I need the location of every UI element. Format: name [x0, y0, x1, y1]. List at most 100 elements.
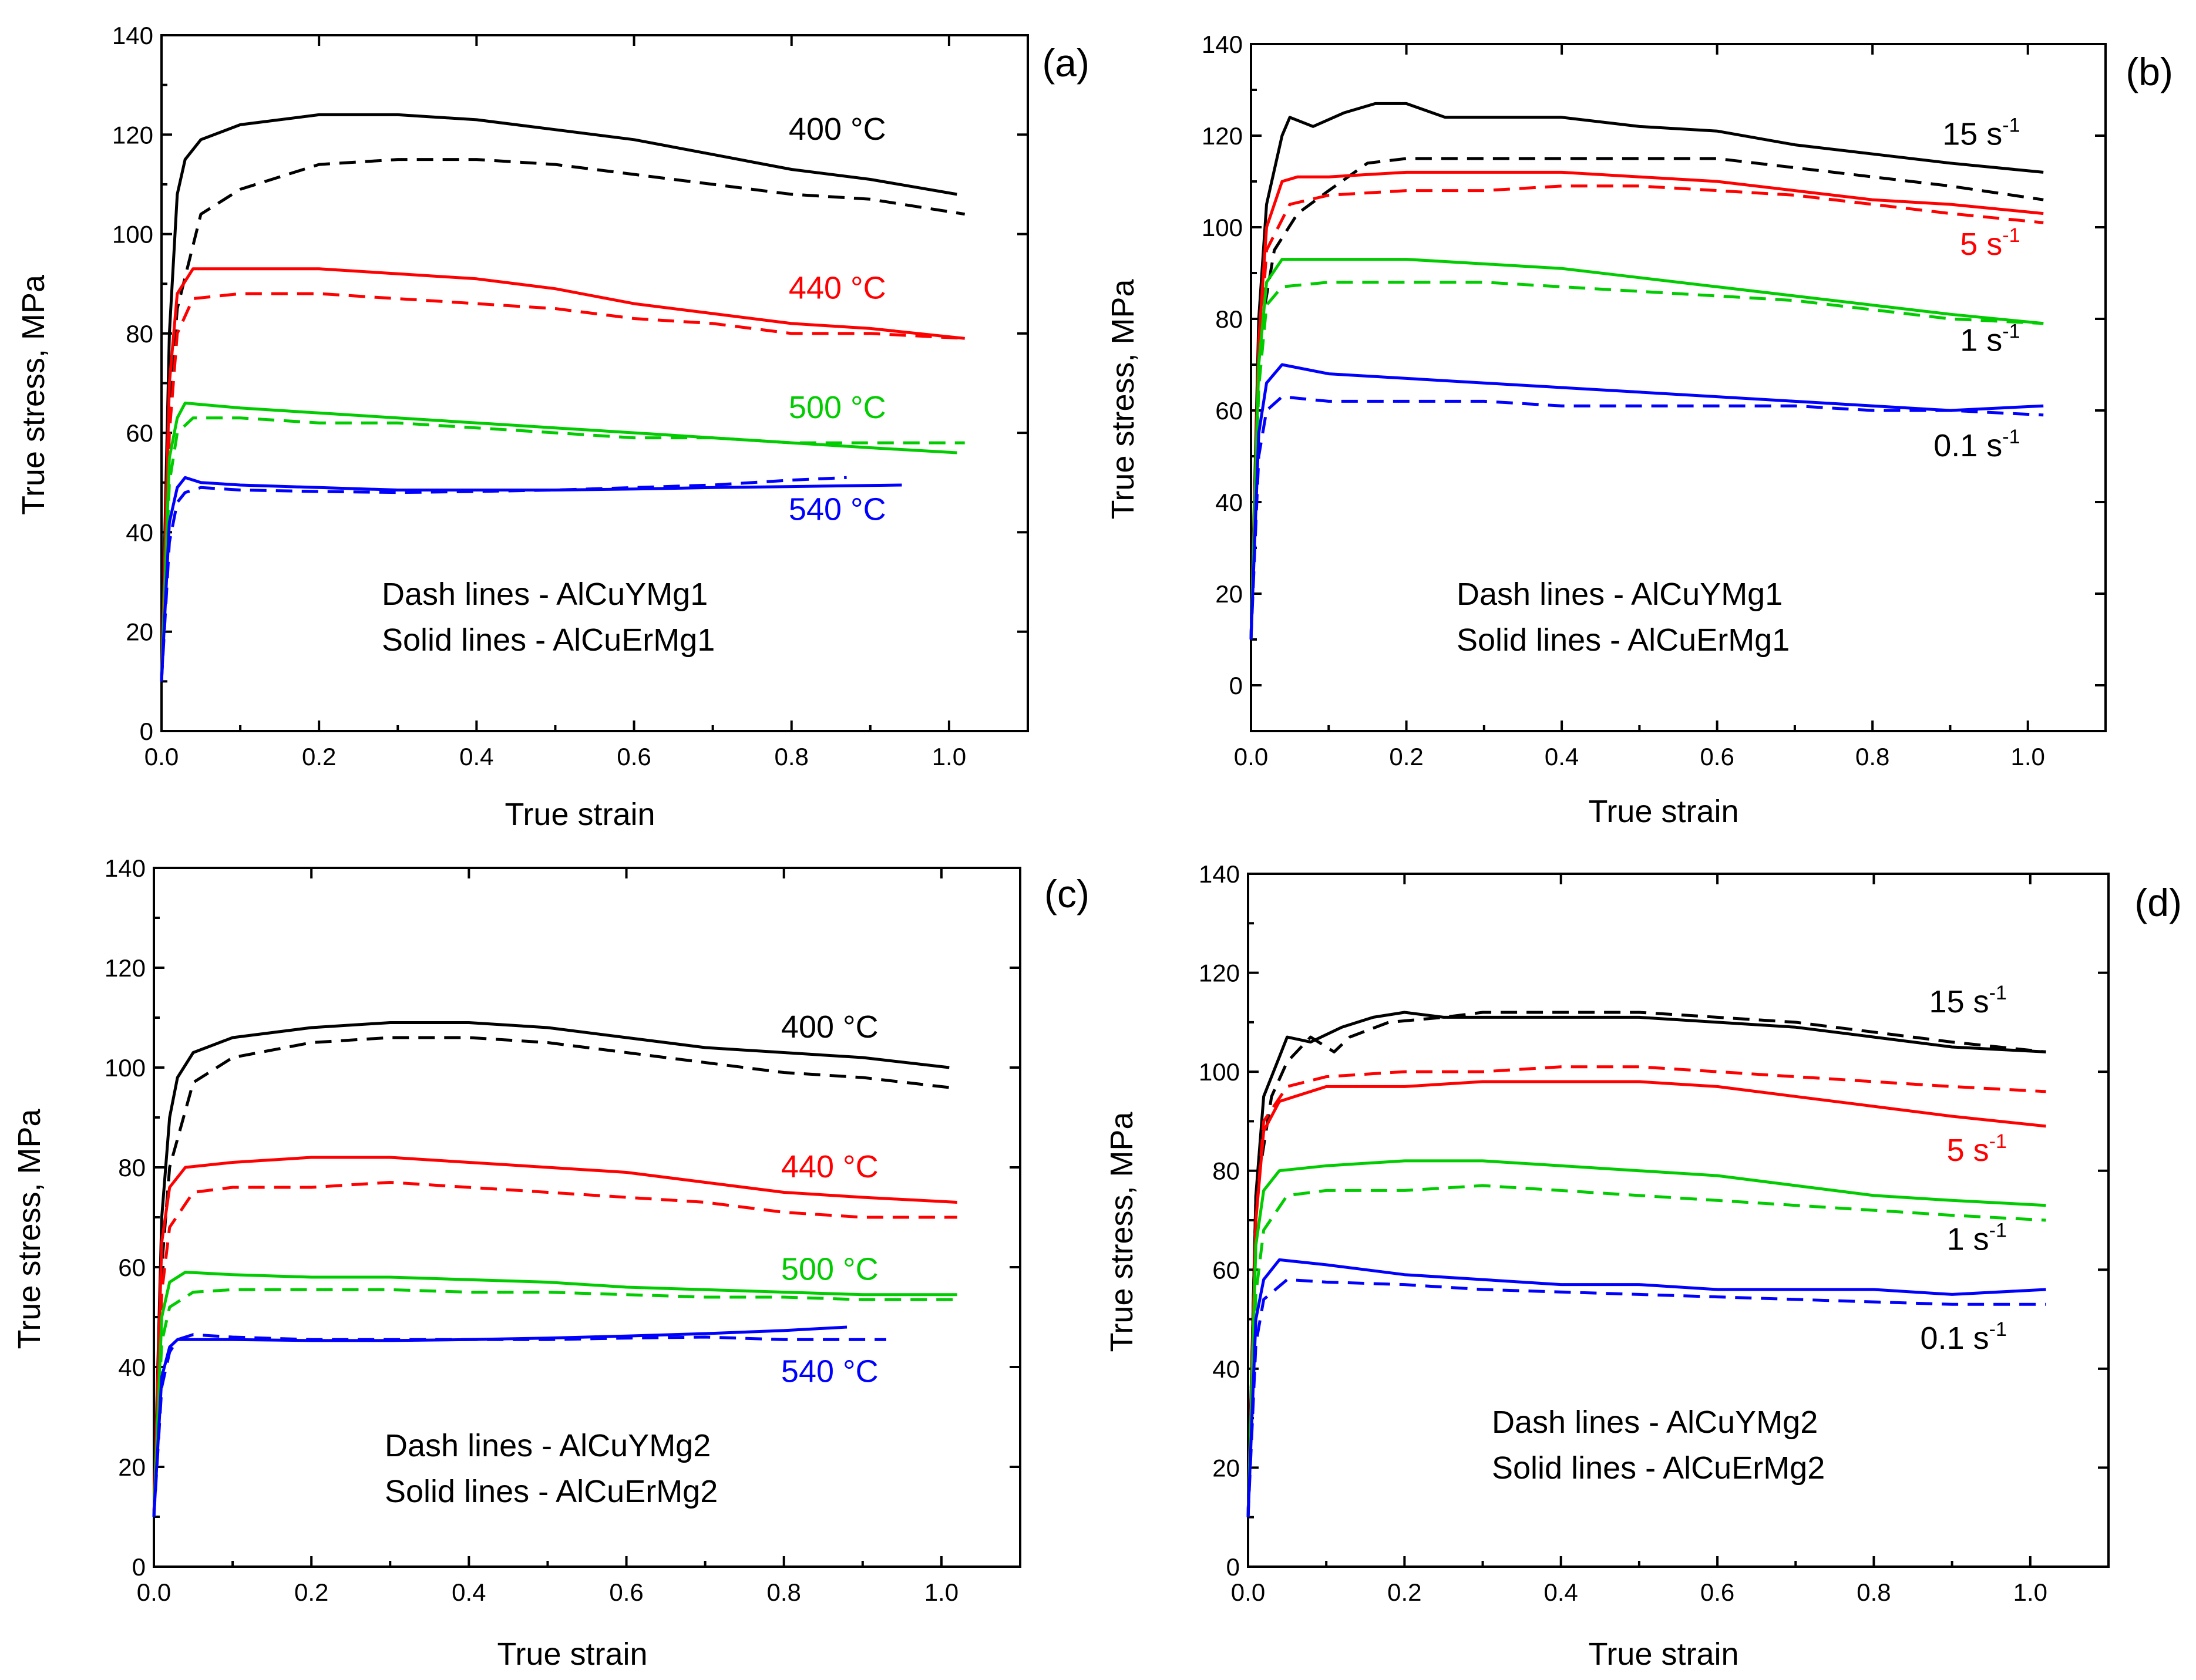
- panel-c: 0.0 0.2 0.4 0.6 0.8 1.0 0 20 40 60 80 100 120 140 True…: [12, 854, 1089, 1672]
- x-tick-label: 0.6: [1700, 1578, 1734, 1606]
- y-tick-label: 100: [1199, 1058, 1240, 1086]
- y-tick-label: 80: [1212, 1157, 1240, 1185]
- series-line: [1249, 102, 2044, 640]
- x-tick-label: 0.2: [1387, 1578, 1421, 1606]
- y-axis-title: True stress, MPa: [16, 274, 51, 515]
- series-label: 500 °C: [789, 390, 886, 425]
- x-tick-label: 0.8: [1855, 743, 1889, 770]
- legend-note: Solid lines - AlCuErMg2: [385, 1474, 718, 1509]
- series-line: [1246, 1065, 2046, 1517]
- y-tick-label: 60: [126, 419, 153, 447]
- x-tick-label: 0.8: [1857, 1578, 1891, 1606]
- y-tick-label: 40: [118, 1354, 146, 1381]
- legend-note: Dash lines - AlCuYMg2: [385, 1428, 711, 1463]
- y-tick-label: 120: [1202, 122, 1243, 150]
- y-tick-label: 80: [118, 1154, 146, 1181]
- series-label: 1 s-1: [1960, 321, 2020, 358]
- series-line: [152, 1181, 957, 1517]
- y-tick-label: 100: [1202, 214, 1243, 241]
- series-label: 500 °C: [781, 1251, 879, 1287]
- y-tick-label: 40: [126, 519, 153, 546]
- x-tick-label: 0.4: [1544, 1578, 1578, 1606]
- y-tick-label: 140: [105, 854, 146, 882]
- y-tick-label: 0: [132, 1553, 146, 1581]
- series-line: [1246, 1011, 2046, 1517]
- y-tick-label: 140: [1202, 31, 1243, 58]
- series-line: [1246, 1184, 2046, 1517]
- series-line: [160, 113, 957, 682]
- x-tick-label: 0.4: [452, 1578, 486, 1606]
- series-line: [1249, 170, 2044, 640]
- series-line: [1249, 157, 2044, 640]
- x-tick-label: 0.0: [1234, 743, 1268, 770]
- series-line: [160, 267, 965, 682]
- series-line: [152, 1333, 886, 1517]
- x-tick-label: 1.0: [2011, 743, 2045, 770]
- y-tick-label: 100: [105, 1054, 146, 1082]
- series-line: [152, 1271, 957, 1517]
- y-tick-label: 20: [126, 618, 153, 646]
- y-tick-label: 60: [1212, 1256, 1240, 1284]
- series-line: [152, 1036, 950, 1517]
- series-label: 0.1 s-1: [1933, 426, 2020, 463]
- series-label: 15 s-1: [1942, 115, 2020, 152]
- series-line: [152, 1288, 957, 1517]
- series-label: 440 °C: [789, 271, 886, 306]
- x-tick-label: 0.0: [1231, 1578, 1265, 1606]
- y-axis-title: True stress, MPa: [1104, 1111, 1139, 1352]
- y-tick-label: 60: [118, 1254, 146, 1281]
- series-line: [1249, 395, 2044, 640]
- y-axis-title: True stress, MPa: [12, 1108, 47, 1349]
- y-tick-label: 40: [1212, 1355, 1240, 1383]
- series-line: [160, 416, 965, 682]
- series-line: [160, 158, 966, 682]
- series-label: 400 °C: [781, 1009, 879, 1045]
- x-axis-title: True strain: [505, 797, 655, 832]
- legend-note: Solid lines - AlCuErMg2: [1492, 1450, 1825, 1486]
- x-tick-label: 0.0: [137, 1578, 171, 1606]
- series-label: 1 s-1: [1947, 1220, 2007, 1257]
- x-tick-label: 0.6: [617, 743, 651, 770]
- series-label: 0.1 s-1: [1921, 1318, 2007, 1356]
- y-axis-title: True stress, MPa: [1105, 278, 1141, 519]
- series-line: [152, 1325, 848, 1517]
- series-line: [160, 476, 847, 682]
- x-axis-title: True strain: [1588, 794, 1738, 829]
- y-tick-label: 140: [112, 22, 153, 49]
- x-tick-label: 0.2: [302, 743, 336, 770]
- y-tick-label: 20: [118, 1453, 146, 1481]
- legend-note: Dash lines - AlCuYMg2: [1492, 1405, 1818, 1440]
- x-tick-label: 0.0: [144, 743, 179, 770]
- x-axis-title: True strain: [1588, 1637, 1738, 1672]
- y-tick-label: 80: [126, 320, 153, 348]
- x-tick-label: 0.4: [459, 743, 493, 770]
- panel-d: 0.0 0.2 0.4 0.6 0.8 1.0 0 20 40 60 80 100 120 140 True…: [1104, 860, 2182, 1672]
- series-line: [1249, 363, 2044, 640]
- series-line: [1249, 258, 2044, 640]
- legend-note: Dash lines - AlCuYMg1: [1457, 577, 1783, 612]
- series-label: 540 °C: [789, 491, 886, 527]
- x-tick-label: 0.8: [767, 1578, 801, 1606]
- panel-label: (b): [2126, 50, 2173, 93]
- x-tick-label: 1.0: [2013, 1578, 2047, 1606]
- legend-note: Solid lines - AlCuErMg1: [382, 622, 715, 658]
- series-label: 440 °C: [781, 1149, 879, 1184]
- panel-a: 0.0 0.2 0.4 0.6 0.8 1.0 0 20 40 60 80 100 120 140 True…: [16, 22, 1089, 832]
- x-tick-label: 1.0: [932, 743, 966, 770]
- series-line: [152, 1021, 950, 1517]
- legend-note: Dash lines - AlCuYMg1: [382, 577, 708, 612]
- panel-label: (a): [1042, 41, 1089, 85]
- series-line: [160, 476, 902, 682]
- series-line: [1246, 1080, 2046, 1517]
- series-line: [1246, 1258, 2046, 1517]
- series-line: [152, 1156, 957, 1517]
- x-axis-title: True strain: [497, 1637, 647, 1672]
- series-line: [1249, 184, 2044, 640]
- series-label: 5 s-1: [1947, 1130, 2007, 1168]
- y-tick-label: 80: [1215, 305, 1243, 333]
- y-tick-label: 120: [105, 954, 146, 982]
- x-tick-label: 0.6: [609, 1578, 643, 1606]
- y-tick-label: 120: [1199, 959, 1240, 987]
- panel-b: 0.0 0.2 0.4 0.6 0.8 1.0 0 20 40 60 80 100 120 140 True…: [1105, 31, 2173, 829]
